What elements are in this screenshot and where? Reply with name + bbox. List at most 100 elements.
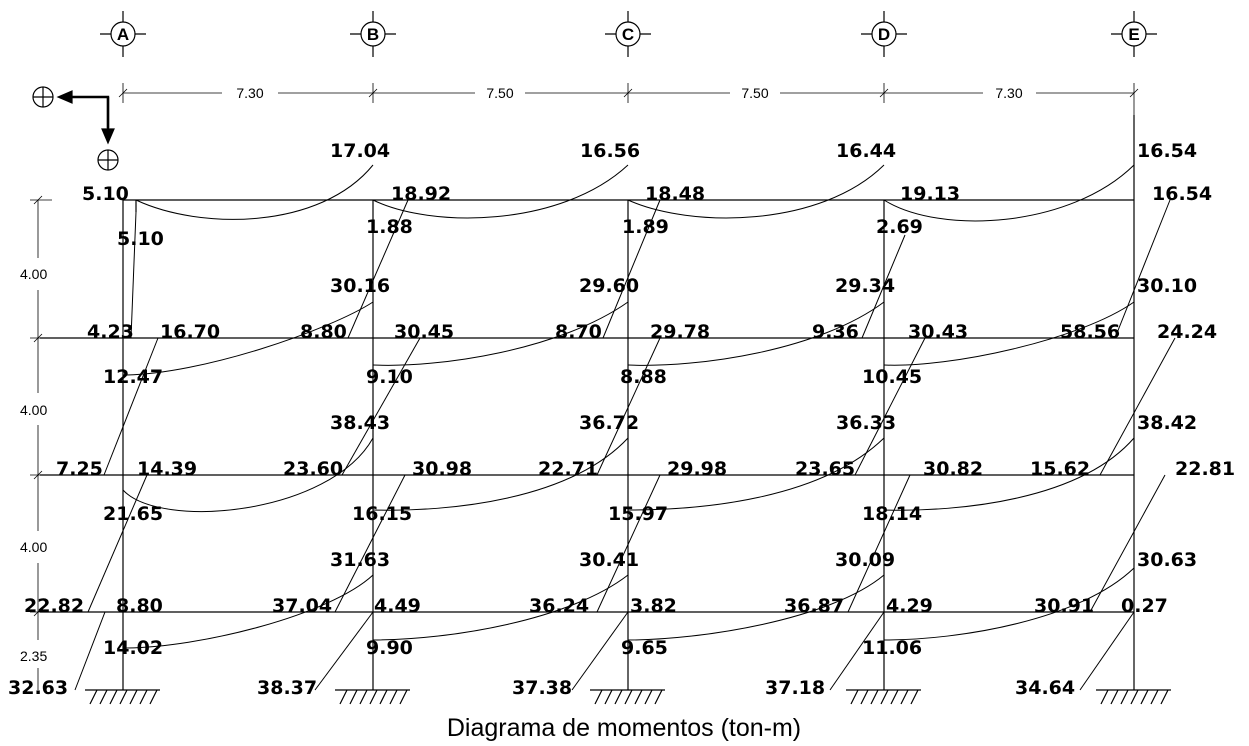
moment-l2-e-right: 24.24 — [1157, 321, 1217, 343]
moment-l2-c-top: 29.60 — [579, 275, 639, 297]
moment-l1-cd-mid: 1.89 — [622, 216, 669, 238]
moment-l3-e-top: 38.42 — [1137, 412, 1197, 434]
moment-curve-beam-l2-cd — [627, 301, 885, 366]
moment-curve-beam-l1-de — [883, 164, 1135, 222]
axis-bubble-e — [1111, 11, 1157, 57]
span-label-cd: 7.50 — [741, 85, 768, 101]
moment-curve-beam-l1-bc — [372, 164, 629, 219]
moment-l4-a-right: 8.80 — [116, 595, 163, 617]
moment-column-b-4 — [314, 611, 374, 691]
fixed-supports — [85, 689, 1171, 705]
moment-l4-a-left: 22.82 — [24, 595, 84, 617]
moment-l1-e-right: 16.54 — [1152, 183, 1212, 205]
diagram-caption: Diagrama de momentos (ton-m) — [447, 714, 801, 742]
moment-l3-d-left: 23.65 — [795, 458, 855, 480]
moment-l3-d-right: 30.82 — [923, 458, 983, 480]
support-d — [846, 689, 921, 705]
moment-column-e-4 — [1079, 611, 1135, 691]
moment-curve-beam-l3-bc — [372, 437, 629, 511]
storey-height-2: 4.00 — [20, 402, 47, 418]
moment-l2-b-top: 30.16 — [330, 275, 390, 297]
span-dimension-line — [118, 83, 1139, 130]
moment-l1-de-mid: 2.69 — [876, 216, 923, 238]
moment-l4-c-top: 30.41 — [579, 549, 639, 571]
axis-bubble-b — [350, 11, 396, 57]
moment-column-b-2 — [341, 337, 421, 476]
axis-label-d: D — [878, 25, 890, 44]
moment-l4-d-top: 30.09 — [835, 549, 895, 571]
moment-l2-c-left: 8.70 — [555, 321, 602, 343]
moment-l1-bc-mid: 1.88 — [366, 216, 413, 238]
moment-column-c-2 — [596, 337, 661, 476]
moment-base-e: 34.64 — [1015, 677, 1075, 699]
moment-curve-beam-l3-ab — [122, 437, 374, 512]
moment-column-c-1 — [602, 199, 661, 339]
moment-l3-e-left: 15.62 — [1030, 458, 1090, 480]
moment-l3-bc-mid: 16.15 — [352, 503, 412, 525]
storey-height-3: 4.00 — [20, 539, 47, 555]
moment-l2-e-left: 58.56 — [1060, 321, 1120, 343]
moment-column-b-3 — [334, 474, 406, 613]
support-e — [1096, 689, 1171, 705]
moment-curves — [74, 164, 1176, 691]
moment-l1-ab-mid: 5.10 — [117, 228, 164, 250]
moment-l4-b-right: 4.49 — [374, 595, 421, 617]
moment-l4-e-right: 0.27 — [1121, 595, 1168, 617]
moment-l4-ab-mid: 14.02 — [103, 637, 163, 659]
moment-l1-d-right: 19.13 — [900, 183, 960, 205]
sign-convention — [32, 86, 119, 171]
moment-base-d: 37.18 — [765, 677, 825, 699]
moment-l2-b-left: 8.80 — [300, 321, 347, 343]
moment-curve-beam-l4-de — [883, 567, 1135, 641]
moment-column-b-1 — [347, 199, 409, 339]
moment-column-c-4 — [571, 611, 629, 691]
moment-l3-ab-mid: 21.65 — [103, 503, 163, 525]
moment-column-d-1 — [861, 234, 906, 339]
moment-column-e-2 — [1099, 337, 1176, 476]
moment-column-c-3 — [596, 474, 661, 613]
storey-height-1: 4.00 — [20, 266, 47, 282]
moment-l3-c-right: 29.98 — [667, 458, 727, 480]
moment-l4-e-top: 30.63 — [1137, 549, 1197, 571]
moment-l4-e-left: 30.91 — [1034, 595, 1094, 617]
axis-label-e: E — [1128, 25, 1139, 44]
moment-l3-e-right: 22.81 — [1175, 458, 1235, 480]
moment-l4-b-top: 31.63 — [330, 549, 390, 571]
storey-height-4: 2.35 — [20, 648, 47, 664]
moment-l2-d-right: 30.43 — [908, 321, 968, 343]
moment-l4-d-left: 36.87 — [784, 595, 844, 617]
axis-bubble-d — [861, 11, 907, 57]
moment-l2-a-left: 4.23 — [87, 321, 134, 343]
moment-l2-bc-mid: 9.10 — [366, 366, 413, 388]
axis-label-a: A — [117, 25, 129, 44]
moment-l3-de-mid: 18.14 — [862, 503, 922, 525]
moment-l3-a-right: 14.39 — [137, 458, 197, 480]
storey-dimension-line — [30, 195, 52, 690]
moment-l1-b-top: 17.04 — [330, 140, 390, 162]
moment-l1-c-right: 18.48 — [645, 183, 705, 205]
moment-l2-d-top: 29.34 — [835, 275, 895, 297]
span-label-bc: 7.50 — [486, 85, 513, 101]
moment-curve-beam-l4-ab — [122, 574, 374, 649]
axis-bubble-a — [100, 11, 146, 57]
moment-l2-a-right: 16.70 — [160, 321, 220, 343]
moment-l4-c-left: 36.24 — [529, 595, 589, 617]
support-b — [335, 689, 410, 705]
moment-l4-de-mid: 11.06 — [862, 637, 922, 659]
moment-curve-beam-l3-cd — [627, 437, 885, 511]
moment-l4-b-left: 37.04 — [272, 595, 332, 617]
moment-l2-cd-mid: 8.88 — [620, 366, 667, 388]
moment-column-d-2 — [854, 337, 926, 476]
moment-curve-beam-l3-de — [883, 437, 1135, 511]
moment-curve-beam-l2-bc — [372, 301, 629, 366]
moment-column-e-1 — [1114, 199, 1171, 339]
moment-column-a-1 — [130, 200, 137, 339]
moment-base-b: 38.37 — [257, 677, 317, 699]
moment-l1-b-right: 18.92 — [391, 183, 451, 205]
moment-curve-beam-l2-ab — [122, 301, 374, 376]
axis-label-c: C — [622, 25, 634, 44]
moment-column-a-3 — [87, 474, 148, 613]
moment-l1-a-top: 5.10 — [82, 183, 129, 205]
moment-values: 5.10 17.04 16.56 16.44 16.54 18.92 18.48… — [8, 140, 1235, 699]
